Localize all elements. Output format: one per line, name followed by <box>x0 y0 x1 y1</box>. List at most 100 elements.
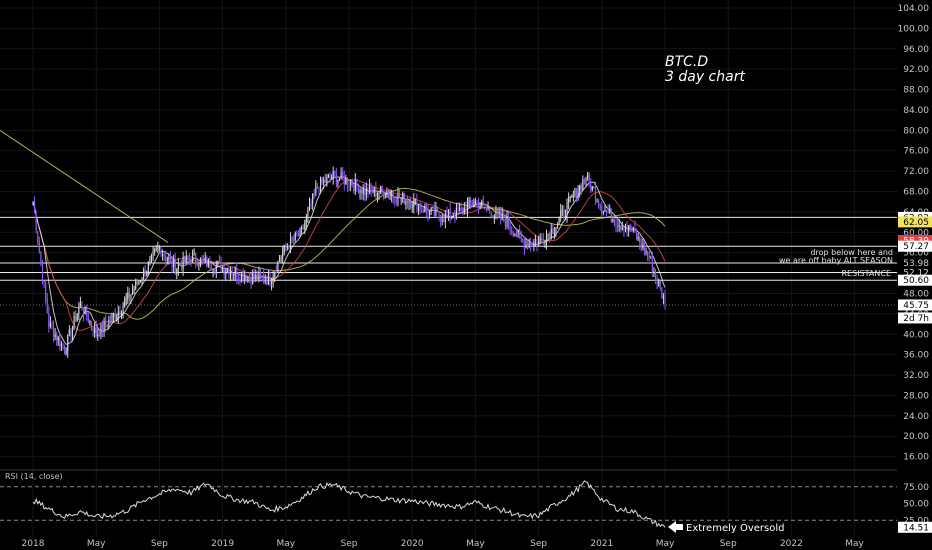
candle-body <box>438 210 440 217</box>
candle-body <box>481 201 483 207</box>
candle-body <box>109 320 111 322</box>
candle-body <box>455 207 457 218</box>
time-axis-label: May <box>466 539 485 549</box>
candle-body <box>192 254 194 263</box>
candle-body <box>256 275 258 281</box>
candle-body <box>628 225 630 231</box>
candle-body <box>368 186 371 195</box>
candle-body <box>244 276 246 281</box>
candle-body <box>602 211 604 213</box>
candle-body <box>59 337 61 347</box>
candle-body <box>391 194 393 196</box>
candle-body <box>500 211 502 219</box>
rsi-value-tag-label: 14.51 <box>903 523 929 533</box>
candle-body <box>234 268 236 275</box>
candle-body <box>531 245 533 247</box>
candle-body <box>154 250 156 253</box>
candle-body <box>291 237 293 240</box>
candle-body <box>433 207 435 216</box>
candle-body <box>598 201 600 206</box>
candle-body <box>492 217 494 219</box>
candle-body <box>503 214 505 221</box>
price-tag-label: 45.75 <box>903 301 929 311</box>
candle-body <box>427 210 429 216</box>
candle-body <box>610 208 612 222</box>
candle-body <box>245 276 247 281</box>
candle-body <box>43 280 45 283</box>
candle-body <box>384 197 386 199</box>
candle-body <box>662 296 664 299</box>
candle-body <box>661 287 663 299</box>
candle-body <box>607 210 609 213</box>
candle-body <box>383 191 385 199</box>
candle-body <box>408 202 410 204</box>
candle-body <box>313 193 315 195</box>
candle-body <box>259 272 262 276</box>
candle-body <box>429 210 431 216</box>
candle-body <box>460 208 462 210</box>
candle-body <box>233 274 235 276</box>
candle-body <box>312 193 314 205</box>
candle-body <box>512 231 514 237</box>
candle-body <box>451 216 453 218</box>
candle-body <box>76 313 78 322</box>
candle-body <box>449 209 451 218</box>
candle-body <box>32 201 34 203</box>
candle-body <box>443 220 445 222</box>
candle-body <box>146 271 148 276</box>
candle-body <box>495 209 497 216</box>
candle-body <box>601 206 603 213</box>
candle-body <box>323 180 325 183</box>
candle-body <box>474 200 476 205</box>
candle-body <box>206 257 208 267</box>
candle-body <box>410 202 412 208</box>
candle-body <box>73 315 75 328</box>
candle-body <box>133 289 135 291</box>
candle-body <box>482 201 484 204</box>
candle-body <box>337 179 339 184</box>
candle-body <box>357 186 360 194</box>
candle-body <box>220 262 222 273</box>
candle-body <box>623 227 625 232</box>
candle-body <box>617 225 619 227</box>
candle-body <box>604 209 606 212</box>
candle-body <box>248 276 251 278</box>
candle-body <box>553 232 555 235</box>
candle-body <box>83 309 85 315</box>
candle-body <box>86 306 88 317</box>
candle-body <box>217 262 219 266</box>
candle-body <box>471 203 473 206</box>
candle-body <box>117 311 119 317</box>
candle-body <box>577 191 579 198</box>
candle-body <box>304 223 306 229</box>
candle-body <box>587 173 589 179</box>
candle-body <box>642 243 644 249</box>
price-axis-label: 88.00 <box>903 86 929 96</box>
candle-body <box>571 195 573 198</box>
candle-body <box>545 235 548 244</box>
candle-body <box>534 241 536 243</box>
price-tag-label: 62.05 <box>903 218 929 228</box>
candle-body <box>65 350 67 354</box>
candle-body <box>525 242 527 249</box>
candle-body <box>318 187 320 192</box>
candle-body <box>566 202 568 216</box>
candle-body <box>421 209 423 211</box>
candle-body <box>354 179 356 191</box>
candle-body <box>338 178 341 180</box>
candle-body <box>350 181 352 186</box>
candle-body <box>520 234 522 239</box>
candle-body <box>101 324 104 332</box>
candle-body <box>84 306 86 315</box>
candle-body <box>250 277 252 284</box>
candle-body <box>87 316 89 323</box>
candle-body <box>547 233 549 236</box>
candle-body <box>530 242 532 246</box>
candle-body <box>180 265 183 270</box>
candle-body <box>119 311 121 315</box>
candle-body <box>634 227 636 233</box>
candle-body <box>452 216 454 218</box>
candle-body <box>485 207 488 209</box>
candle-body <box>89 321 91 323</box>
